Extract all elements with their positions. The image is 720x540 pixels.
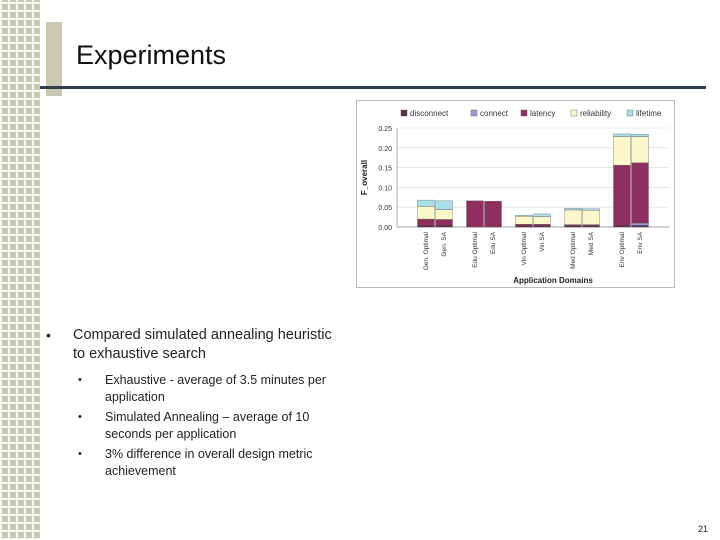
- bar-segment: [582, 210, 600, 225]
- y-tick-label: 0.25: [378, 126, 392, 133]
- bar-segment: [533, 225, 551, 228]
- x-tick-label: Env SA: [637, 231, 644, 253]
- bar-segment: [631, 162, 649, 224]
- x-tick-label: Edu SA: [490, 231, 497, 254]
- bar-segment: [533, 213, 551, 217]
- bar-segment: [515, 214, 533, 217]
- sub-bullet-list: Exhaustive - average of 3.5 minutes per …: [46, 372, 346, 480]
- title-divider: [40, 86, 706, 89]
- x-tick-label: Med Optimal: [570, 231, 577, 268]
- bar-segment: [613, 136, 631, 166]
- bar-segment: [582, 224, 600, 226]
- bar-segment: [533, 224, 551, 226]
- bar-segment: [631, 136, 649, 163]
- legend-label: connect: [480, 109, 509, 118]
- bar-segment: [515, 224, 533, 226]
- legend-swatch: [400, 109, 408, 117]
- y-tick-label: 0.20: [378, 146, 392, 153]
- legend-swatch: [626, 109, 634, 117]
- bar-segment: [631, 225, 649, 228]
- legend-label: disconnect: [410, 109, 449, 118]
- x-tick-label: Med SA: [588, 231, 595, 255]
- bar-segment: [533, 216, 551, 225]
- bar-segment: [435, 209, 453, 220]
- bar-segment: [564, 225, 582, 228]
- stacked-bar-chart: disconnect connect latency reliability lifet…: [360, 109, 669, 285]
- sub-bullet-item: Simulated Annealing – average of 10 seco…: [78, 409, 346, 443]
- chart-frame: disconnect connect latency reliability lifet…: [356, 100, 675, 288]
- bar-segment: [564, 209, 582, 225]
- legend-swatch: [470, 109, 478, 117]
- x-tick-label: Edu Optimal: [472, 231, 479, 267]
- bar-segment: [631, 222, 649, 226]
- bar-segment: [613, 165, 631, 226]
- y-tick-label: 0.10: [378, 185, 392, 192]
- decorative-stripes: [0, 0, 40, 540]
- bar-segment: [417, 206, 435, 220]
- bar-segment: [515, 225, 533, 228]
- legend-label: lifetime: [636, 109, 662, 118]
- slide-title: Experiments: [76, 40, 227, 70]
- bullet-list: Compared simulated annealing heuristic t…: [46, 326, 346, 483]
- x-tick-label: Gen. Optimal: [423, 231, 430, 270]
- bar-segment: [564, 208, 582, 211]
- bar-segment: [466, 200, 484, 228]
- legend-label: reliability: [580, 109, 611, 118]
- x-tick-label: Vin SA: [539, 231, 546, 251]
- title-accent-bar: [46, 22, 62, 96]
- y-tick-label: 0.15: [378, 166, 392, 173]
- sub-bullet-item: 3% difference in overall design metric a…: [78, 446, 346, 480]
- bar-segment: [435, 225, 453, 228]
- y-tick-label: 0.05: [378, 205, 392, 212]
- legend-swatch: [570, 109, 578, 117]
- bar-segment: [564, 224, 582, 226]
- bar-segment: [613, 225, 631, 228]
- bar-segment: [435, 200, 453, 210]
- bar-segment: [613, 133, 631, 137]
- bar-segment: [582, 225, 600, 228]
- y-tick-label: 0.00: [378, 225, 392, 232]
- page-number: 21: [697, 524, 708, 534]
- bar-segment: [435, 219, 453, 226]
- bar-segment: [515, 216, 533, 225]
- x-tick-label: Vin Optimal: [521, 231, 528, 265]
- bar-segment: [417, 199, 435, 207]
- bar-segment: [417, 225, 435, 228]
- bullet-item: Compared simulated annealing heuristic t…: [46, 326, 346, 364]
- sub-bullet-item: Exhaustive - average of 3.5 minutes per …: [78, 372, 346, 406]
- bar-segment: [631, 134, 649, 137]
- bar-segment: [484, 201, 502, 228]
- bar-segment: [582, 208, 600, 211]
- x-tick-label: Gen. SA: [441, 231, 448, 256]
- y-axis-label: F_overall: [360, 160, 369, 195]
- legend-label: latency: [530, 109, 555, 118]
- bar-segment: [417, 218, 435, 226]
- x-tick-label: Env Optimal: [619, 231, 626, 267]
- legend-swatch: [520, 109, 528, 117]
- x-axis-label: Application Domains: [513, 276, 593, 285]
